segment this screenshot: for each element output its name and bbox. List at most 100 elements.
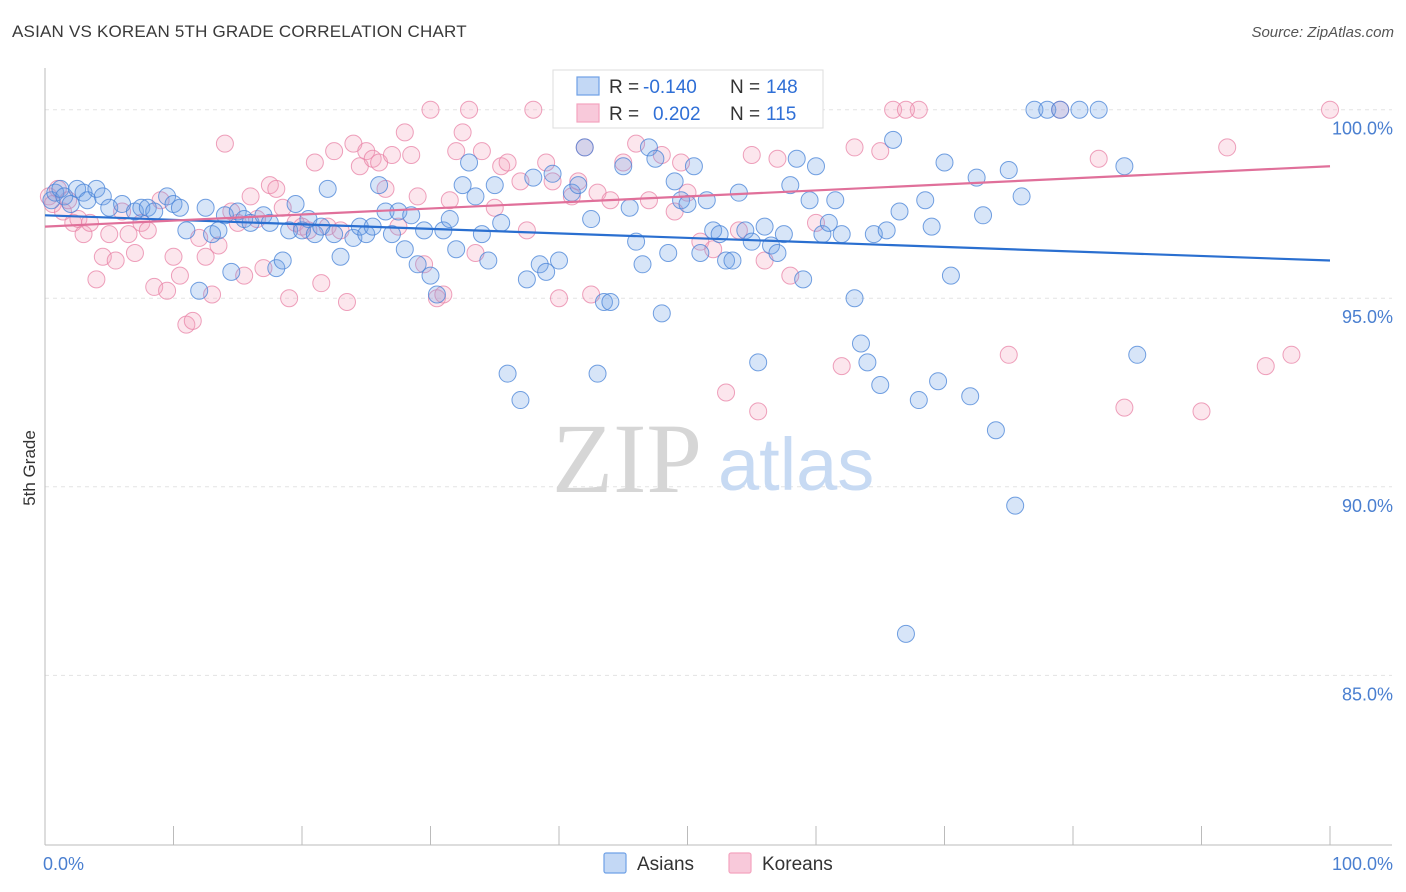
koreans-point-104 [871,142,890,161]
asians-point-63 [479,251,498,270]
y-tick-label-2: 90.0% [1342,496,1393,516]
asians-point-135 [999,161,1018,180]
legend-r-value-asians: -0.140 [643,77,697,98]
koreans-point-114 [1321,100,1339,119]
asians-point-69 [524,168,543,187]
koreans-point-46 [325,142,344,161]
legend-n-value-koreans: 115 [766,104,796,125]
legend-stats-swatch-asians [576,76,600,96]
asians-point-140 [1051,100,1070,119]
asians-point-67 [511,391,530,410]
asians-point-18 [170,198,189,217]
trend-lines [44,165,1331,262]
koreans-point-21 [164,247,183,266]
koreans-point-43 [305,153,324,172]
koreans-point-26 [196,247,215,266]
koreans-point-85 [614,153,633,172]
asians-point-86 [646,149,665,168]
asians-point-34 [286,194,305,213]
koreans-point-111 [1218,138,1237,157]
asians-point-85 [639,138,658,157]
koreans-point-33 [241,187,260,206]
koreans-point-51 [357,142,376,161]
asians-point-81 [614,157,633,176]
asians-point-39 [318,179,337,198]
koreans-point-65 [447,142,466,161]
legend-r-label-asians: R = [609,77,639,98]
asians-point-19 [177,221,196,240]
koreans-point-109 [1115,398,1134,417]
asians-point-87 [652,304,671,323]
asians-point-141 [1070,100,1089,119]
koreans-trend-line [44,165,1331,228]
asians-point-62 [472,225,491,244]
asians-point-51 [402,206,421,225]
asians-point-113 [819,213,838,232]
asians-point-59 [453,176,472,195]
koreans-point-64 [440,191,459,210]
asians-point-131 [961,387,980,406]
asians-point-54 [421,266,440,285]
koreans-point-103 [845,138,864,157]
asians-point-134 [986,421,1005,440]
koreans-point-37 [267,179,286,198]
koreans-point-15 [125,243,144,262]
koreans-point-14 [119,225,138,244]
x-tick-label-0: 0.0% [43,854,84,874]
asians-point-128 [929,372,948,391]
asians-point-83 [627,232,646,251]
koreans-point-78 [550,289,568,308]
asians-point-130 [941,266,960,285]
asians-point-126 [916,191,935,210]
asians-point-9 [93,187,112,206]
asians-point-23 [209,221,228,240]
asians-point-133 [974,206,993,225]
koreans-point-77 [543,172,562,191]
koreans-point-8 [80,213,99,232]
asians-point-118 [858,353,877,372]
asians-point-32 [273,251,292,270]
legend-swatch-asians [603,852,627,874]
koreans-point-70 [485,198,504,217]
asians-point-40 [325,225,344,244]
asians-point-84 [633,255,652,274]
asians-point-66 [498,364,517,383]
asians-point-88 [659,243,678,262]
asians-point-125 [909,391,928,410]
asians-point-138 [1025,100,1044,119]
asians-point-108 [787,149,806,168]
asians-point-76 [575,138,594,157]
axes [44,68,1392,846]
asians-point-101 [742,232,761,251]
koreans-point-96 [742,145,761,164]
asians-point-65 [492,213,511,232]
watermark: ZIP atlas [552,403,874,514]
koreans-point-113 [1282,345,1301,364]
koreans-point-75 [524,100,543,119]
koreans-point-106 [999,345,1018,364]
koreans-point-20 [158,281,177,300]
koreans-point-9 [87,270,106,289]
asians-point-136 [1006,496,1025,515]
legend-stats-swatch-koreans [576,103,600,123]
y-tick-label-3: 85.0% [1342,684,1393,704]
legend-series: Asians Koreans [603,852,833,875]
asians-point-82 [620,198,639,217]
asians-point-16 [158,187,177,206]
asians-point-105 [768,243,787,262]
koreans-point-112 [1256,357,1275,376]
koreans-point-29 [215,134,234,153]
koreans-point-57 [395,123,414,142]
koreans-point-12 [106,251,125,270]
asians-point-70 [530,255,549,274]
koreans-point-59 [408,187,427,206]
x-tick-labels: 0.0% 100.0% [43,854,1393,874]
asians-point-98 [723,251,742,270]
asians-point-120 [871,375,890,394]
koreans-point-61 [421,100,440,119]
legend-label-asians: Asians [637,854,694,875]
asians-point-122 [884,130,903,149]
asians-point-77 [582,210,601,229]
asians-point-71 [537,262,556,281]
watermark-zip: ZIP [552,403,702,514]
